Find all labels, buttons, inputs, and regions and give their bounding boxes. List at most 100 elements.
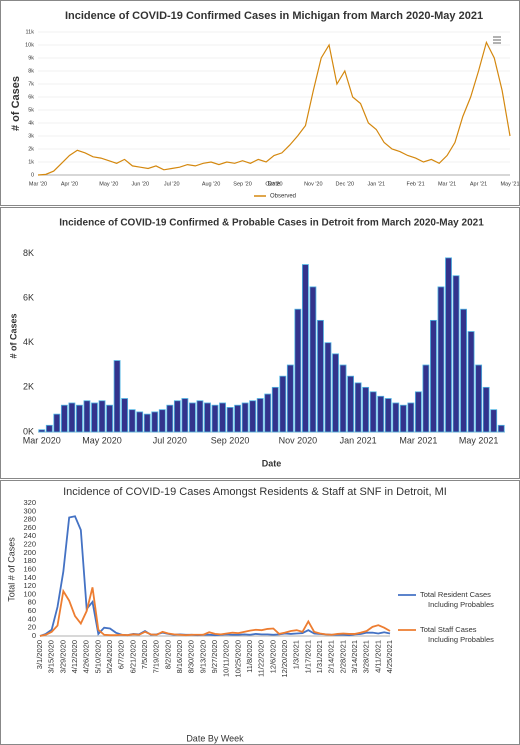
y-tick-label: 320 <box>23 498 36 507</box>
y-tick-label: 280 <box>23 515 36 524</box>
x-axis-label: Date <box>262 458 282 468</box>
x-tick-label: Mar 2020 <box>23 435 61 445</box>
bar <box>482 386 490 433</box>
y-tick-label: 40 <box>28 614 36 623</box>
y-tick-label: 0 <box>32 631 36 640</box>
bar <box>143 413 151 433</box>
y-axis-label: # of Cases <box>8 313 18 358</box>
bar <box>106 404 113 433</box>
data-line <box>39 515 391 637</box>
x-tick-label: 3/14/2021 <box>350 640 359 673</box>
x-tick-label: Mar '20 <box>29 181 47 187</box>
bar <box>38 429 46 433</box>
x-tick-label: 3/15/2020 <box>47 640 56 673</box>
y-tick-label: 240 <box>23 531 36 540</box>
x-tick-label: Sep '20 <box>233 181 251 187</box>
bar <box>188 402 196 433</box>
y-tick-label: 10k <box>25 42 34 48</box>
bar <box>60 404 68 433</box>
bar <box>98 400 106 433</box>
bar <box>45 424 53 433</box>
y-tick-label: 9k <box>28 55 34 61</box>
x-tick-label: 12/20/2020 <box>280 640 289 678</box>
bar <box>377 395 385 433</box>
bar <box>362 386 370 433</box>
bar <box>309 286 317 433</box>
bar <box>354 382 362 433</box>
bar <box>83 400 91 433</box>
x-tick-label: 10/25/2020 <box>233 640 242 678</box>
x-tick-label: Jul 2020 <box>153 435 187 445</box>
bar <box>264 393 272 433</box>
y-tick-label: 2k <box>28 146 34 152</box>
x-tick-label: 1/3/2021 <box>292 640 301 669</box>
bar <box>204 402 211 433</box>
bar <box>392 402 400 433</box>
bar <box>399 404 407 433</box>
x-tick-label: Jan '21 <box>367 181 385 187</box>
bar <box>113 360 121 433</box>
x-tick-label: 7/5/2020 <box>140 640 149 669</box>
y-tick-label: 11k <box>26 29 35 35</box>
x-tick-label: 6/21/2020 <box>128 640 137 673</box>
y-tick-label: 5k <box>28 107 34 113</box>
bar <box>158 409 166 433</box>
x-tick-label: Aug '20 <box>202 181 220 187</box>
x-tick-label: Nov 2020 <box>279 435 318 445</box>
x-tick-label: 4/25/2021 <box>385 640 394 673</box>
y-tick-label: 220 <box>23 540 36 549</box>
x-tick-label: 8/30/2020 <box>187 640 196 673</box>
bar <box>91 402 98 433</box>
x-tick-label: May '20 <box>99 181 118 187</box>
y-tick-label: 4K <box>23 337 34 347</box>
x-tick-label: Sep 2020 <box>211 435 250 445</box>
y-tick-label: 60 <box>28 606 36 615</box>
bar <box>68 402 76 433</box>
x-tick-label: Mar '21 <box>438 181 456 187</box>
menu-icon[interactable] <box>493 36 501 44</box>
bar <box>497 424 505 433</box>
bar <box>414 391 422 433</box>
bar <box>76 404 83 433</box>
bar <box>234 404 242 433</box>
y-tick-label: 6K <box>23 292 34 302</box>
x-tick-label: 4/12/2020 <box>70 640 79 673</box>
y-tick-label: 140 <box>23 573 36 582</box>
x-tick-label: Apr '20 <box>61 181 78 187</box>
y-tick-label: 2K <box>23 382 34 392</box>
x-tick-label: 12/6/2020 <box>268 640 277 673</box>
legend-label: Total Staff Cases Including Probables <box>420 625 494 644</box>
x-tick-label: Dec '20 <box>336 181 354 187</box>
x-tick-label: 3/1/2020 <box>35 640 44 669</box>
y-tick-label: 1k <box>28 159 34 165</box>
x-tick-label: May 2020 <box>82 435 122 445</box>
x-tick-label: Jun '20 <box>131 181 149 187</box>
bar <box>136 411 144 433</box>
chart-title: Incidence of COVID-19 Cases Amongst Resi… <box>63 486 447 498</box>
legend-label: Observed <box>270 194 296 200</box>
y-tick-label: 7k <box>28 81 34 87</box>
bar <box>347 375 355 433</box>
bar <box>452 275 460 433</box>
y-tick-label: 8K <box>23 248 34 258</box>
y-tick-label: 160 <box>23 564 36 573</box>
x-tick-label: 9/27/2020 <box>210 640 219 673</box>
bar <box>430 319 437 433</box>
x-tick-label: 7/19/2020 <box>152 640 161 673</box>
bar <box>196 400 204 433</box>
x-tick-label: 9/13/2020 <box>198 640 207 673</box>
y-tick-label: 8k <box>28 68 34 74</box>
x-tick-label: 3/28/2021 <box>362 640 371 673</box>
bar <box>151 411 159 433</box>
chart-title: Incidence of COVID-19 Confirmed & Probab… <box>59 218 484 229</box>
y-tick-label: 180 <box>23 556 36 565</box>
x-tick-label: 4/11/2021 <box>373 640 382 673</box>
y-tick-label: 0 <box>31 172 34 178</box>
y-tick-label: 3k <box>28 133 34 139</box>
bar <box>181 398 189 433</box>
bar <box>241 402 249 433</box>
x-tick-label: Jul '20 <box>164 181 180 187</box>
bar <box>211 404 219 433</box>
